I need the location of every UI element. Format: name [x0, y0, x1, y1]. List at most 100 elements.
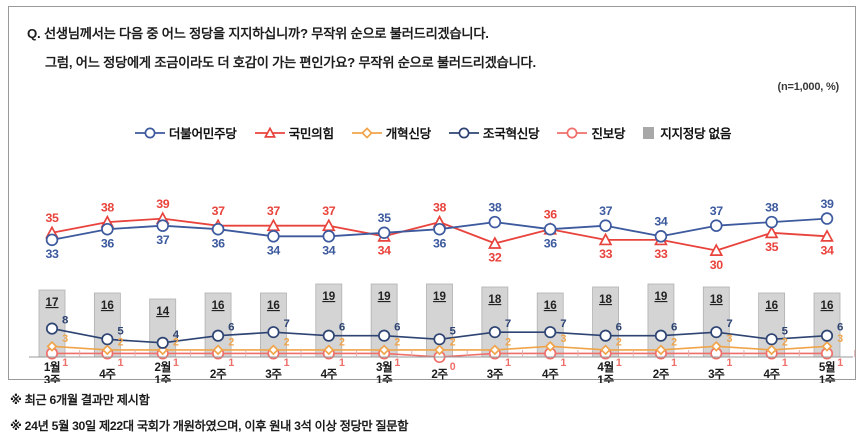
data-point — [378, 344, 390, 356]
legend-item-label: 진보당 — [591, 127, 626, 141]
value-label: 2 — [118, 337, 124, 349]
bar-value-label: 16 — [212, 299, 225, 312]
x-tick-week: 3주 — [265, 368, 282, 381]
value-label: 1 — [727, 357, 733, 369]
x-tick-month: 2월 — [155, 360, 171, 374]
value-label: 38 — [433, 200, 446, 214]
data-point — [156, 219, 169, 232]
data-point — [45, 322, 59, 335]
bar-no-party-12: 19 — [647, 283, 675, 358]
data-point — [101, 222, 114, 236]
bar-value-label: 18 — [488, 293, 501, 306]
value-label: 2 — [782, 337, 788, 349]
data-point — [821, 340, 833, 352]
chart-legend: 더불어민주당 국민의힘 개혁신당 조국혁신당 진보당 지지정당 없음 — [9, 123, 857, 142]
data-point — [599, 329, 612, 342]
x-tick-week: 4주 — [763, 368, 780, 381]
value-label: 2 — [284, 337, 290, 349]
footnote-list: ※ 최근 6개월 결과만 제시함 ※ 24년 5월 30일 제22대 국회가 개… — [10, 390, 850, 442]
x-tick-month: 3월 — [376, 360, 392, 374]
data-point — [267, 326, 280, 339]
value-label: 37 — [710, 204, 723, 218]
value-label: 6 — [616, 322, 622, 334]
bar-value-label: 16 — [765, 299, 778, 312]
bar-value-label: 19 — [322, 290, 335, 303]
bar-value-label: 16 — [267, 299, 280, 312]
value-label: 2 — [394, 337, 400, 349]
data-point — [710, 326, 723, 339]
data-point — [820, 212, 834, 225]
value-label: 1 — [339, 357, 345, 369]
bar-no-party-8: 19 — [426, 283, 453, 358]
value-label: 34 — [654, 215, 667, 229]
data-point — [488, 236, 502, 249]
data-point — [378, 329, 391, 342]
value-label: 35 — [378, 211, 391, 225]
value-label: 6 — [339, 322, 345, 334]
legend-item-4: 조국혁신당 — [448, 123, 540, 142]
value-label: 37 — [212, 204, 225, 218]
x-tick-week: 1주 — [819, 374, 836, 383]
data-point — [323, 344, 335, 356]
line-circle-marker-icon — [448, 126, 479, 140]
data-point — [488, 215, 502, 229]
legend-item-2: 국민의힘 — [254, 123, 334, 142]
value-label: 5 — [117, 325, 124, 337]
data-point — [211, 222, 225, 236]
value-label: 6 — [394, 322, 400, 334]
value-label: 32 — [488, 251, 501, 265]
value-label: 0 — [450, 361, 456, 373]
value-label: 3 — [727, 333, 733, 345]
data-point — [600, 344, 611, 356]
legend-marker-svg — [448, 127, 479, 138]
value-label: 7 — [283, 318, 289, 330]
bar-value-label: 17 — [46, 296, 59, 309]
bar-value-label: 16 — [821, 299, 834, 312]
value-label: 1 — [782, 357, 788, 369]
x-tick-week: 2주 — [431, 368, 448, 381]
data-point — [322, 329, 335, 342]
data-point — [764, 225, 779, 239]
data-point — [268, 344, 279, 356]
bar-value-label: 19 — [378, 290, 391, 303]
value-label: 1 — [228, 357, 234, 369]
data-point — [267, 230, 280, 243]
value-label: 6 — [671, 322, 677, 334]
chart-plot-area: 17 16 14 16 16 19 19 19 18 16 18 19 18 16 16 35 33 38 36 39… — [17, 157, 865, 383]
x-tick-week: 4주 — [321, 368, 338, 381]
value-label: 36 — [544, 207, 557, 221]
x-tick-week: 3주 — [44, 374, 61, 383]
value-label: 2 — [505, 337, 511, 349]
value-label: 37 — [267, 204, 280, 218]
value-label: 36 — [101, 236, 114, 250]
value-label: 6 — [228, 322, 234, 334]
value-label: 33 — [46, 247, 59, 261]
value-label: 1 — [837, 357, 843, 369]
data-point — [101, 333, 114, 346]
value-label: 1 — [616, 357, 622, 369]
legend-item-label: 지지정당 없음 — [660, 127, 732, 141]
question-line-2: 그럼, 어느 정당에게 조금이라도 더 호감이 가는 편인가요? 무작위 순으로… — [45, 55, 536, 70]
series-조국혁신당 — [45, 322, 834, 349]
x-tick-month: 1월 — [44, 360, 60, 374]
legend-square-swatch — [643, 126, 655, 139]
value-label: 7 — [505, 318, 511, 330]
data-point — [544, 326, 557, 339]
value-label: 39 — [156, 197, 169, 211]
x-tick-week: 1주 — [597, 374, 614, 383]
data-point — [212, 329, 225, 342]
footnote-2: ※ 24년 5월 30일 제22대 국회가 개원하였으며, 이후 원내 3석 이… — [10, 419, 409, 433]
series-더불어민주당 — [45, 212, 834, 247]
legend-item-6: 지지정당 없음 — [643, 123, 731, 142]
data-point — [433, 222, 446, 236]
value-label: 4 — [173, 329, 180, 341]
bar-value-label: 19 — [433, 290, 446, 303]
value-label: 1 — [284, 357, 290, 369]
data-point — [434, 344, 445, 356]
question-line-1: Q. 선생님께서는 다음 중 어느 정당을 지지하십니까? 무작위 순으로 불러… — [27, 26, 489, 41]
line-triangle-marker-icon — [254, 126, 285, 140]
value-label: 2 — [173, 337, 179, 349]
line-circle-marker-icon — [134, 126, 165, 140]
x-tick-week: 3주 — [708, 368, 725, 381]
